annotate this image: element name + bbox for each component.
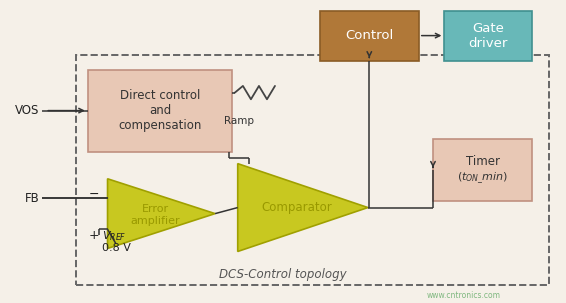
Text: Timer: Timer — [465, 155, 500, 168]
Text: Gate
driver: Gate driver — [469, 22, 508, 50]
FancyBboxPatch shape — [88, 70, 232, 152]
Text: Control: Control — [345, 29, 393, 42]
Text: Error: Error — [142, 204, 169, 214]
Text: amplifier: amplifier — [131, 216, 181, 226]
Text: Ramp: Ramp — [224, 116, 254, 126]
Text: www.cntronics.com: www.cntronics.com — [427, 291, 501, 300]
Text: DCS-Control topology: DCS-Control topology — [219, 268, 347, 281]
Text: $V_{REF}$: $V_{REF}$ — [102, 229, 126, 243]
Text: −: − — [88, 188, 99, 201]
Text: $(t_{ON\_}min)$: $(t_{ON\_}min)$ — [457, 170, 508, 186]
Text: VOS: VOS — [15, 104, 40, 117]
Polygon shape — [238, 164, 368, 251]
Text: Comparator: Comparator — [262, 201, 333, 214]
FancyBboxPatch shape — [433, 139, 532, 201]
Text: +: + — [88, 229, 99, 242]
FancyBboxPatch shape — [444, 11, 532, 61]
Polygon shape — [108, 179, 215, 248]
Text: Direct control
and
compensation: Direct control and compensation — [118, 89, 201, 132]
Text: FB: FB — [25, 192, 40, 205]
Text: 0.8 V: 0.8 V — [102, 243, 131, 254]
FancyBboxPatch shape — [320, 11, 419, 61]
